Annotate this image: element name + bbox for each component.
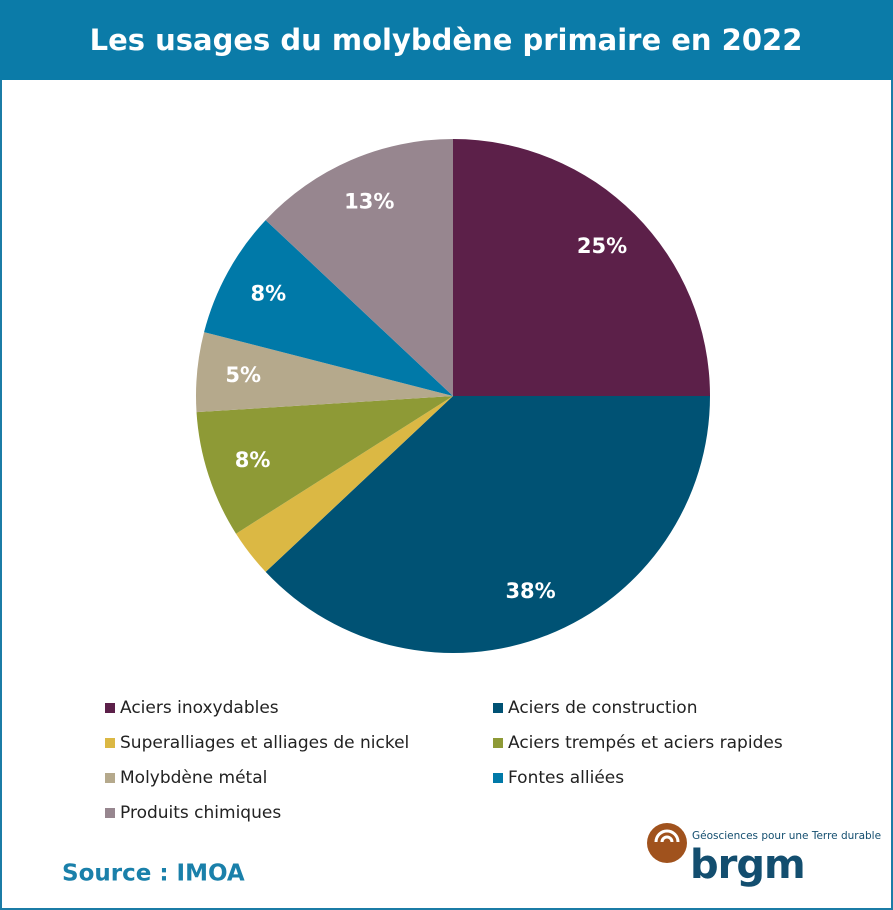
logo-icon xyxy=(647,823,687,863)
data-label: 38% xyxy=(505,579,555,603)
legend-label: Superalliages et alliages de nickel xyxy=(120,733,409,753)
legend-label: Aciers de construction xyxy=(508,698,697,718)
pie-slice xyxy=(236,396,453,572)
data-label: 5% xyxy=(225,363,261,387)
logo-name: brgm xyxy=(690,842,805,888)
legend-label: Fontes alliées xyxy=(508,768,624,788)
legend-swatch xyxy=(105,738,115,748)
logo-tagline: Géosciences pour une Terre durable xyxy=(692,830,881,842)
data-label: 8% xyxy=(250,281,286,305)
data-label: 8% xyxy=(235,448,271,472)
legend-label: Produits chimiques xyxy=(120,803,281,823)
legend-label: Aciers trempés et aciers rapides xyxy=(508,733,783,753)
pie-slice xyxy=(204,220,453,396)
pie-slice xyxy=(265,139,453,396)
logo-icon-arc xyxy=(660,835,674,843)
header xyxy=(0,0,893,80)
legend-swatch xyxy=(493,738,503,748)
pie-slice xyxy=(195,332,453,413)
legend-swatch xyxy=(493,703,503,713)
legend-label: Aciers inoxydables xyxy=(120,698,279,718)
legend-swatch xyxy=(105,773,115,783)
legend-label: Molybdène métal xyxy=(120,768,267,788)
pie-slice xyxy=(265,396,710,654)
pie-slice xyxy=(453,139,710,396)
source: Source : IMOA xyxy=(62,861,245,887)
data-label: 25% xyxy=(577,234,627,258)
legend-swatch xyxy=(493,773,503,783)
legend-swatch xyxy=(105,703,115,713)
logo-icon-arc xyxy=(654,829,680,843)
chart-title: Les usages du molybdène primaire en 2022 xyxy=(90,23,803,57)
legend-swatch xyxy=(105,808,115,818)
data-label: 13% xyxy=(344,190,394,214)
pie-slice xyxy=(196,396,453,534)
